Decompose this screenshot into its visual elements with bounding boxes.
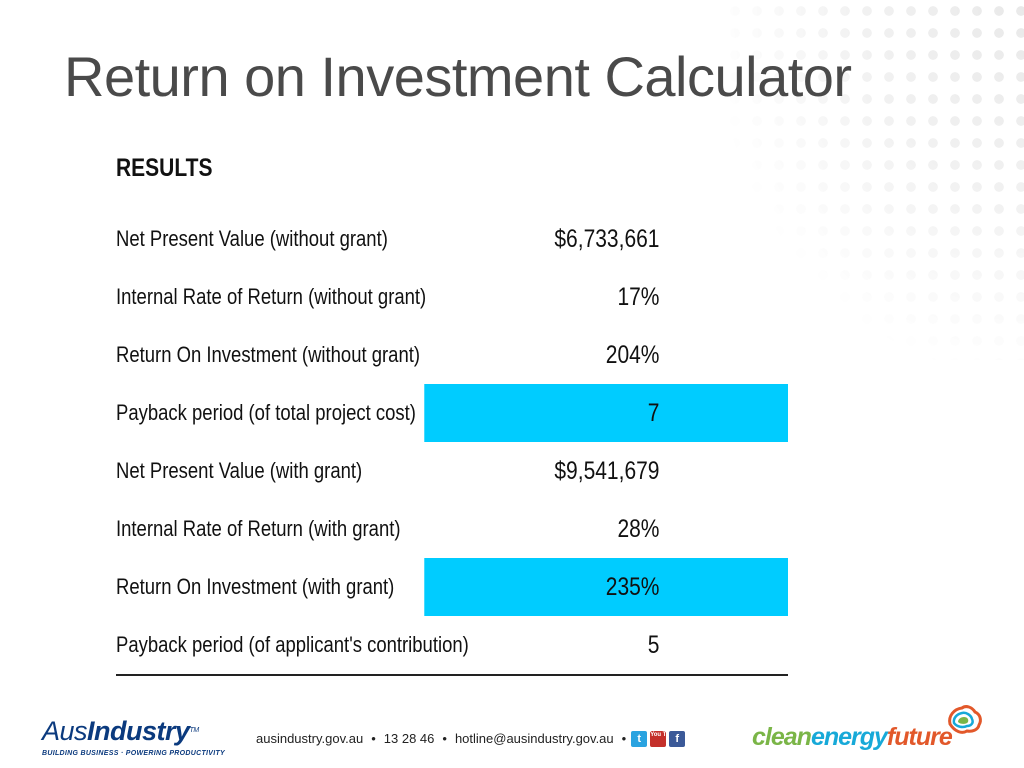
result-label: Net Present Value (without grant) xyxy=(116,226,388,251)
ausindustry-tagline: BUILDING BUSINESS · POWERING PRODUCTIVIT… xyxy=(42,750,226,757)
result-value: 235% xyxy=(605,573,660,601)
results-heading: RESULTS xyxy=(116,154,213,182)
cef-energy: energy xyxy=(810,723,888,751)
ausindustry-industry: Industry xyxy=(87,716,190,746)
result-label: Internal Rate of Return (with grant) xyxy=(116,516,401,541)
highlight-cell xyxy=(424,384,788,442)
website-link[interactable]: ausindustry.gov.au xyxy=(256,731,364,746)
results-row: Net Present Value (with grant) $9,541,679 xyxy=(116,442,788,500)
results-table: RESULTS Net Present Value (without grant… xyxy=(116,148,788,676)
youtube-icon[interactable]: You Tube xyxy=(650,731,677,747)
results-row: Payback period (of total project cost) 7 xyxy=(116,384,788,442)
slide-title: Return on Investment Calculator xyxy=(64,45,852,108)
result-value: 17% xyxy=(617,283,660,311)
ausindustry-aus: Aus xyxy=(42,716,88,746)
ausindustry-wordmark: AusIndustryTM xyxy=(42,716,252,746)
separator: • xyxy=(621,731,627,746)
ausindustry-tm: TM xyxy=(189,727,200,734)
background-dot-pattern xyxy=(724,0,1024,360)
cef-future: future xyxy=(886,723,953,751)
separator: • xyxy=(371,731,376,746)
result-label: Net Present Value (with grant) xyxy=(116,458,363,483)
results-rows: Net Present Value (without grant) $6,733,… xyxy=(116,210,788,676)
results-row: Internal Rate of Return (without grant) 1… xyxy=(116,268,788,326)
result-label: Payback period (of applicant's contribut… xyxy=(116,632,469,657)
highlight-cell xyxy=(424,558,788,616)
results-row: Return On Investment (with grant) 235% xyxy=(116,558,788,616)
twitter-icon[interactable]: t xyxy=(631,731,648,747)
footer-contact: ausindustry.gov.au • 13 28 46 • hotline@… xyxy=(256,730,686,748)
result-label: Internal Rate of Return (without grant) xyxy=(116,284,427,309)
result-value: 7 xyxy=(647,399,660,427)
result-label: Return On Investment (with grant) xyxy=(116,574,395,599)
cef-clean: clean xyxy=(752,723,812,751)
results-row: Payback period (of applicant's contribut… xyxy=(116,616,788,674)
email-link[interactable]: hotline@ausindustry.gov.au xyxy=(454,731,614,746)
result-value: $6,733,661 xyxy=(554,225,660,253)
phone-number: 13 28 46 xyxy=(383,731,435,746)
clean-energy-future-wordmark: cleanenergyfuture xyxy=(752,722,953,752)
facebook-icon[interactable]: f xyxy=(669,731,686,747)
result-value: 5 xyxy=(647,631,660,659)
clean-energy-future-logo: cleanenergyfuture xyxy=(752,704,984,756)
australia-map-icon xyxy=(948,705,982,734)
result-value: $9,541,679 xyxy=(554,457,660,485)
social-icons: t You Tube f xyxy=(631,731,686,747)
ausindustry-logo: AusIndustryTM BUILDING BUSINESS · POWERI… xyxy=(42,716,252,760)
results-row: Internal Rate of Return (with grant) 28% xyxy=(116,500,788,558)
result-value: 204% xyxy=(605,341,660,369)
separator: • xyxy=(442,731,447,746)
result-label: Payback period (of total project cost) xyxy=(116,400,416,425)
result-label: Return On Investment (without grant) xyxy=(116,342,421,367)
results-row: Return On Investment (without grant) 204% xyxy=(116,326,788,384)
result-value: 28% xyxy=(617,515,660,543)
results-row: Net Present Value (without grant) $6,733,… xyxy=(116,210,788,268)
